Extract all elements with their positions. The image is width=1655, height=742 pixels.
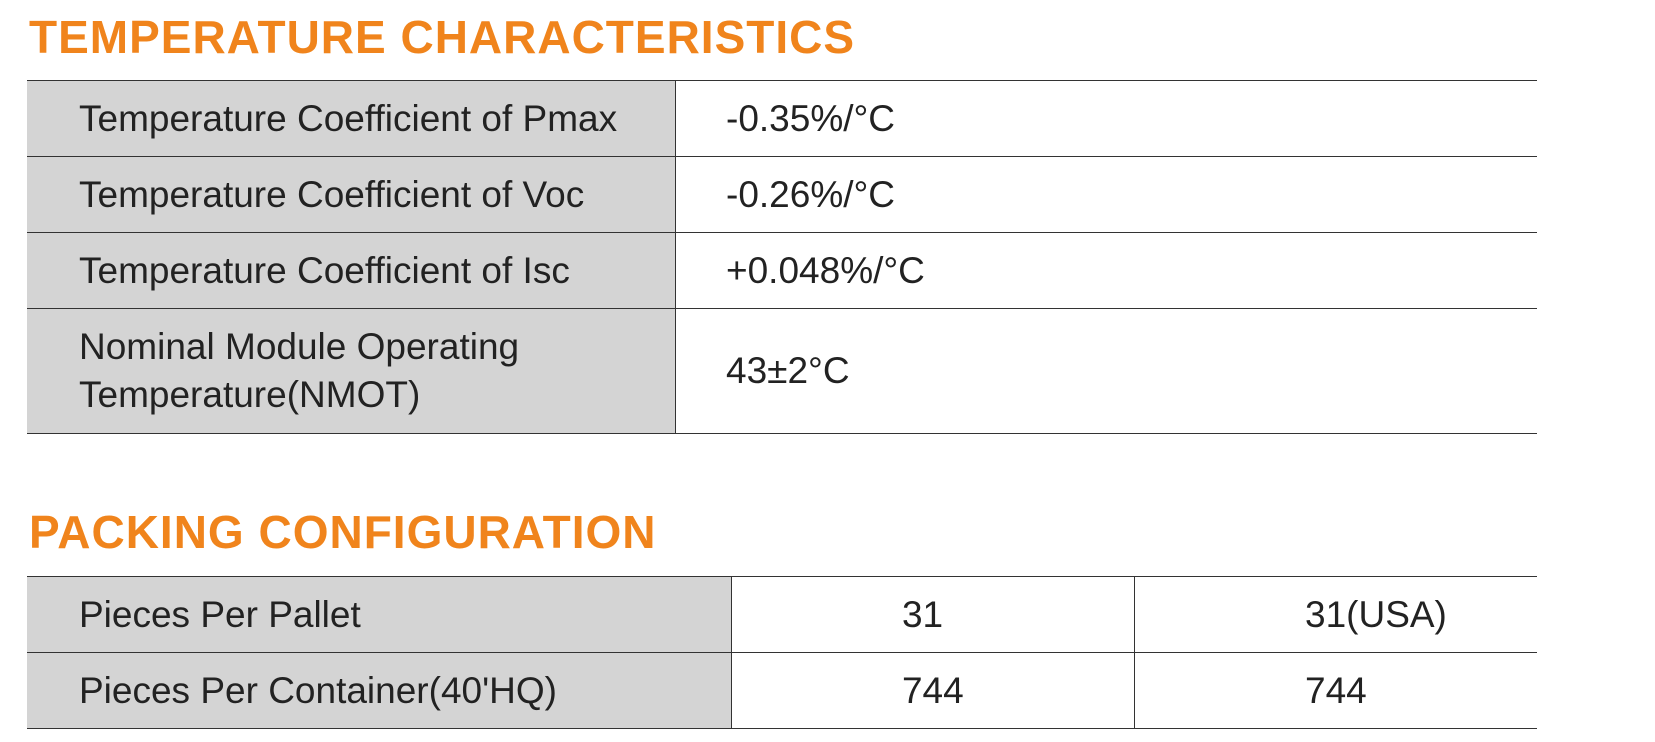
packing-table: Pieces Per Pallet 31 31(USA) Pieces Per Con… <box>27 576 1537 729</box>
table-row: Temperature Coefficient of Pmax -0.35%/°C <box>27 80 1537 157</box>
row-value: 43±2°C <box>675 308 1537 434</box>
temperature-table: Temperature Coefficient of Pmax -0.35%/°C… <box>27 80 1537 434</box>
row-value: 31(USA) <box>1134 576 1537 653</box>
row-label: Pieces Per Pallet <box>27 576 732 653</box>
table-row: Nominal Module Operating Temperature(NMO… <box>27 308 1537 434</box>
row-value: -0.26%/°C <box>675 156 1537 233</box>
section-title: PACKING CONFIGURATION <box>29 506 657 558</box>
row-label: Temperature Coefficient of Voc <box>27 156 676 233</box>
row-value: 31 <box>730 576 1135 653</box>
table-row: Pieces Per Pallet 31 31(USA) <box>27 576 1537 653</box>
section-title: TEMPERATURE CHARACTERISTICS <box>29 11 856 63</box>
row-label: Nominal Module Operating Temperature(NMO… <box>27 308 676 434</box>
row-label: Temperature Coefficient of Pmax <box>27 80 676 157</box>
table-row: Temperature Coefficient of Isc +0.048%/°C <box>27 232 1537 309</box>
row-label: Pieces Per Container(40'HQ) <box>27 652 732 729</box>
row-value: 744 <box>1134 652 1537 729</box>
table-row: Temperature Coefficient of Voc -0.26%/°C <box>27 156 1537 233</box>
row-value: +0.048%/°C <box>675 232 1537 309</box>
row-value: 744 <box>730 652 1135 729</box>
row-value: -0.35%/°C <box>675 80 1537 157</box>
row-label: Temperature Coefficient of Isc <box>27 232 676 309</box>
table-row: Pieces Per Container(40'HQ) 744 744 <box>27 652 1537 729</box>
